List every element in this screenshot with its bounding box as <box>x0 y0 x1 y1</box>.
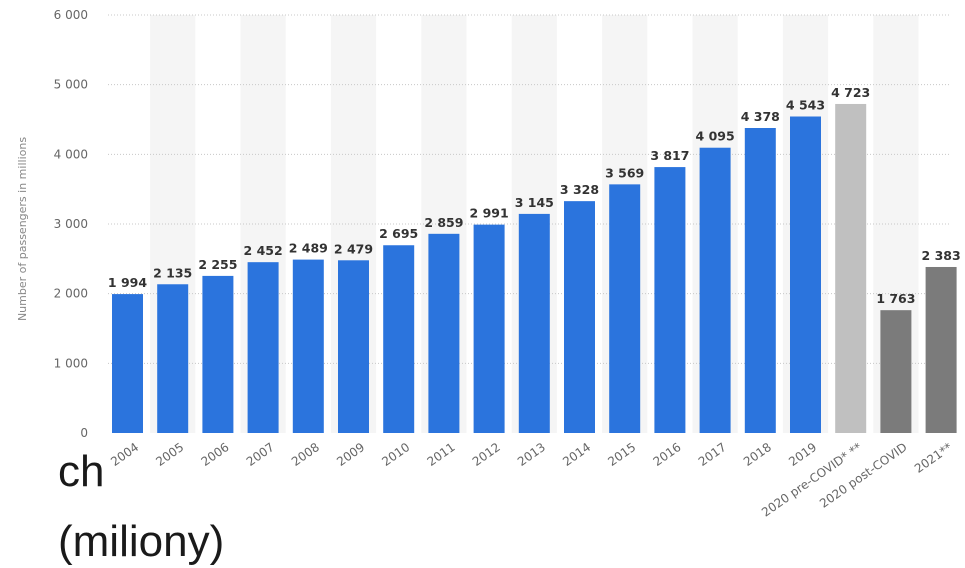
y-tick-label: 5 000 <box>54 78 88 92</box>
x-tick-label: 2007 <box>244 440 277 469</box>
data-label: 2 695 <box>379 226 418 241</box>
bar <box>880 310 912 433</box>
data-label: 2 489 <box>289 241 328 256</box>
x-tick-label: 2011 <box>425 440 458 469</box>
data-labels: 1 994 2 135 2 255 2 452 2 489 2 479 2 695 2 859… <box>108 85 961 306</box>
y-axis-ticks: 0 1 000 2 000 3 000 4 000 5 000 6 000 <box>54 8 88 440</box>
x-tick-label: 2009 <box>334 440 367 469</box>
data-label: 3 817 <box>650 148 689 163</box>
data-label: 2 452 <box>244 243 283 258</box>
x-tick-label: 2010 <box>379 440 412 469</box>
data-label: 3 328 <box>560 182 599 197</box>
bar <box>564 201 595 433</box>
x-tick-label: 2017 <box>696 440 729 469</box>
x-tick-label: 2021** <box>912 440 955 476</box>
bar <box>202 275 234 433</box>
data-label: 1 994 <box>108 275 147 290</box>
bar <box>744 127 776 434</box>
bar <box>609 184 641 433</box>
bar <box>338 260 369 433</box>
bar <box>428 233 460 433</box>
x-tick-label: 2015 <box>605 440 638 469</box>
y-tick-label: 1 000 <box>54 356 88 370</box>
x-tick-label: 2008 <box>289 440 322 469</box>
bar <box>383 245 415 433</box>
data-label: 2 383 <box>922 248 961 263</box>
data-label: 4 723 <box>831 85 870 100</box>
bar <box>518 213 550 433</box>
data-label: 3 569 <box>605 165 644 180</box>
bar <box>247 262 279 433</box>
x-tick-label: 2004 <box>108 440 141 469</box>
x-tick-label: 2018 <box>741 440 774 469</box>
bar <box>112 294 143 433</box>
bar <box>292 259 324 433</box>
data-label: 1 763 <box>876 291 915 306</box>
y-tick-label: 6 000 <box>54 8 88 22</box>
data-label: 3 145 <box>515 195 554 210</box>
y-tick-label: 3 000 <box>54 217 88 231</box>
y-tick-label: 0 <box>80 426 88 440</box>
x-tick-label: 2005 <box>153 440 186 469</box>
data-label: 2 991 <box>470 206 509 221</box>
y-tick-label: 4 000 <box>54 147 88 161</box>
x-tick-label: 2012 <box>470 440 503 469</box>
x-axis-ticks: 2004 2005 2006 2007 2008 2009 2010 2011 2012 2013… <box>108 440 955 520</box>
bar <box>835 103 867 434</box>
data-label: 2 135 <box>153 265 192 280</box>
x-tick-label: 2006 <box>199 440 232 469</box>
x-tick-label: 2013 <box>515 440 548 469</box>
x-tick-label: 2014 <box>560 440 593 469</box>
data-label: 2 479 <box>334 241 373 256</box>
overlay-text-line-2: (miliony) <box>58 517 225 566</box>
data-label: 4 378 <box>741 109 780 124</box>
y-axis-label: Number of passengers in millions <box>16 137 29 321</box>
data-label: 2 859 <box>424 215 463 230</box>
y-tick-label: 2 000 <box>54 287 88 301</box>
bar <box>157 284 189 433</box>
data-label: 4 543 <box>786 98 825 113</box>
bars <box>112 103 957 434</box>
bar <box>654 167 686 433</box>
bar <box>699 147 731 433</box>
x-tick-label: 2019 <box>786 440 819 469</box>
data-label: 2 255 <box>198 257 237 272</box>
bar <box>925 266 957 433</box>
data-label: 4 095 <box>696 129 735 144</box>
x-tick-label: 2016 <box>651 440 684 469</box>
overlay-text-line-1: ch <box>58 447 105 496</box>
bar <box>473 224 505 433</box>
bar <box>790 116 821 433</box>
